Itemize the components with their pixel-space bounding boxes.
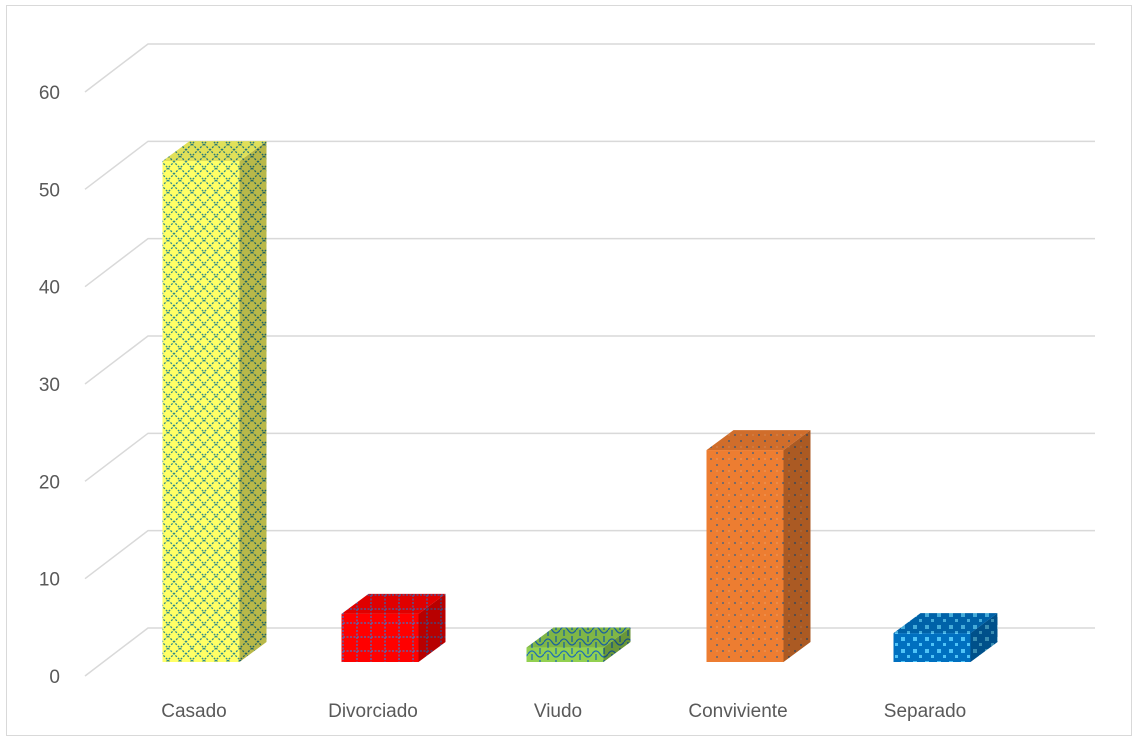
- gridline: [84, 140, 1095, 190]
- bar-viudo: [526, 627, 631, 662]
- y-tick-label: 40: [39, 278, 60, 299]
- x-axis: Casado Divorciado Viudo Conviviente Separado: [161, 701, 966, 722]
- bar-casado: [162, 141, 267, 663]
- x-tick-label: Separado: [884, 701, 966, 722]
- bars: [162, 141, 998, 663]
- gridline: [84, 335, 1095, 385]
- y-tick-label: 0: [49, 667, 60, 688]
- x-tick-label: Divorciado: [328, 701, 418, 722]
- y-tick-label: 10: [39, 570, 60, 591]
- x-tick-label: Viudo: [534, 701, 582, 722]
- x-tick-label: Casado: [161, 701, 227, 722]
- y-axis: 0 10 20 30 40 50 60: [39, 83, 60, 688]
- y-tick-label: 60: [39, 83, 60, 104]
- y-tick-label: 30: [39, 375, 60, 396]
- bar-divorciado: [341, 593, 446, 662]
- y-tick-label: 20: [39, 472, 60, 493]
- y-tick-label: 50: [39, 180, 60, 201]
- gridline: [84, 43, 1095, 93]
- bar-conviviente: [706, 430, 811, 662]
- bar-separado: [893, 613, 998, 662]
- x-tick-label: Conviviente: [688, 701, 787, 722]
- gridline: [84, 237, 1095, 288]
